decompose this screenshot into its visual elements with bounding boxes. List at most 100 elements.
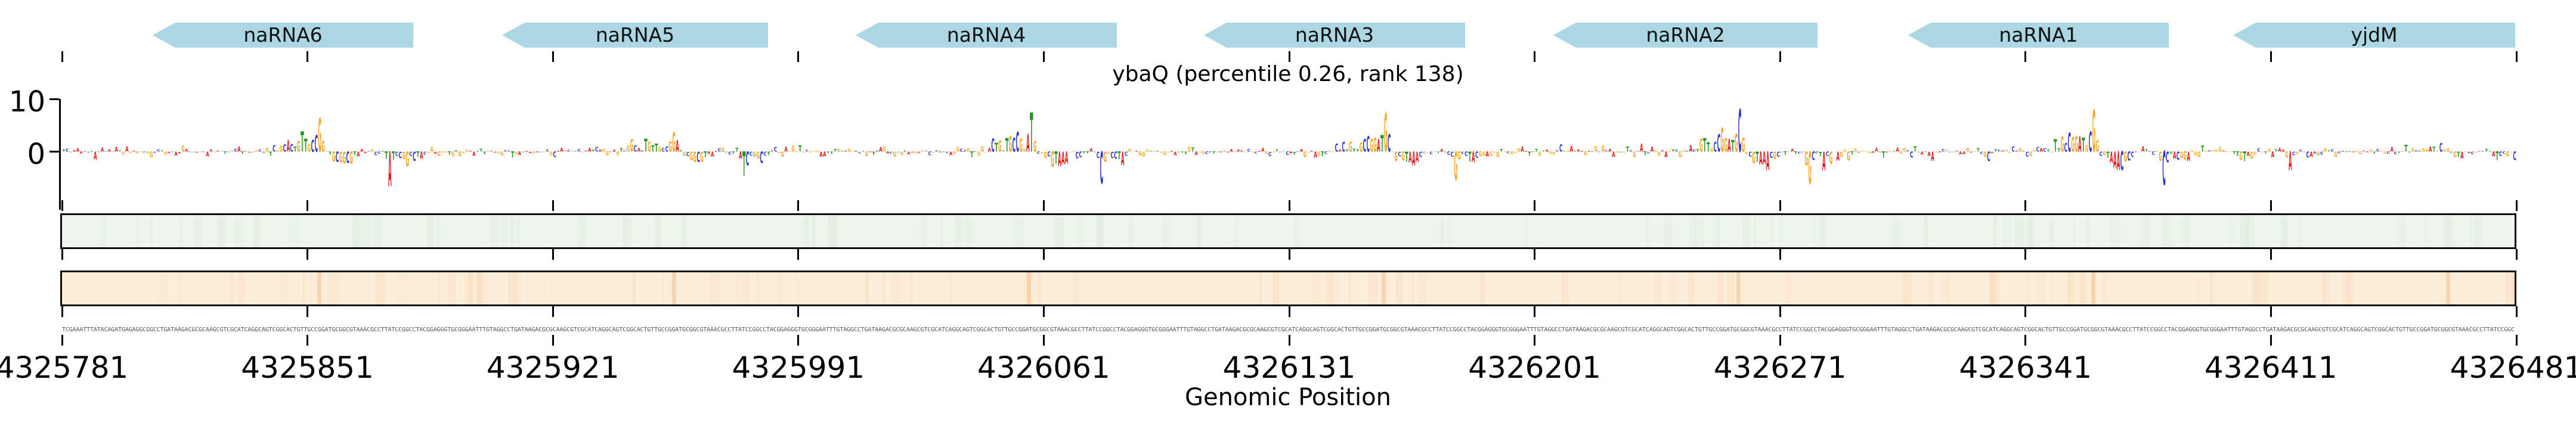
- logo-letter: A: [493, 152, 497, 153]
- track-stripe: [2161, 215, 2171, 247]
- logo-letter: T: [2432, 147, 2436, 154]
- logo-letter: G: [616, 151, 619, 156]
- logo-letter: C: [1826, 150, 1829, 158]
- logo-letter: T: [293, 146, 297, 154]
- logo-letter: A: [1472, 148, 1475, 166]
- logo-letter: A: [1938, 151, 1942, 153]
- logo-letter: A: [132, 151, 138, 153]
- logo-letter: C: [1987, 150, 1990, 165]
- logo-letter: T: [1885, 151, 1890, 154]
- logo-letter: G: [893, 150, 896, 158]
- logo-letter: C: [2043, 148, 2046, 153]
- logo-letter: G: [402, 150, 405, 162]
- x-tick-label: 4326131: [1222, 350, 1356, 385]
- logo-letter: T: [1707, 141, 1710, 156]
- logo-letter: A: [1612, 150, 1615, 159]
- logo-letter: C: [854, 150, 858, 153]
- logo-letter: G: [146, 151, 150, 155]
- logo-letter: A: [2001, 151, 2005, 153]
- logo-letter: T: [2404, 143, 2408, 154]
- track-stripe: [1072, 272, 1080, 304]
- logo-letter: C: [1047, 151, 1050, 158]
- axis-tick: [1534, 200, 1536, 211]
- logo-letter: C: [1310, 151, 1314, 153]
- track-stripe: [1940, 272, 1951, 304]
- logo-letter: T: [171, 152, 177, 153]
- track-stripe: [1712, 215, 1720, 247]
- logo-letter: A: [1990, 151, 1995, 154]
- axis-tick: [1779, 335, 1781, 346]
- logo-letter: C: [2064, 141, 2067, 155]
- track-stripe: [2299, 215, 2302, 247]
- logo-letter: G: [1457, 150, 1460, 163]
- logo-letter: A: [388, 142, 391, 197]
- logo-letter: T: [1531, 152, 1538, 153]
- logo-letter: G: [953, 152, 956, 156]
- track-stripe: [310, 272, 313, 304]
- logo-letter: G: [1496, 150, 1499, 158]
- logo-letter: C: [918, 151, 922, 154]
- logo-letter: G: [2303, 152, 2308, 153]
- track-stripe: [914, 215, 915, 247]
- track-stripe: [2512, 272, 2514, 304]
- logo-letter: G: [1510, 152, 1514, 156]
- logo-letter: T: [1222, 151, 1227, 153]
- logo-letter: T: [1994, 150, 1998, 153]
- logo-letter: T: [841, 151, 847, 153]
- logo-letter: C: [984, 151, 988, 153]
- track-stripe: [811, 215, 816, 247]
- logo-letter: C: [1955, 150, 1959, 153]
- logo-letter: G: [1304, 151, 1306, 160]
- logo-letter: C: [2120, 147, 2123, 177]
- logo-letter: T: [620, 148, 623, 153]
- track-stripe: [882, 272, 886, 304]
- logo-letter: T: [2236, 151, 2240, 158]
- logo-letter: G: [497, 151, 500, 154]
- logo-letter: A: [1931, 150, 1934, 164]
- logo-letter: A: [886, 151, 890, 155]
- logo-letter: C: [216, 151, 220, 153]
- track-stripe: [1447, 215, 1452, 247]
- track-stripe: [426, 215, 434, 247]
- logo-letter: C: [1426, 151, 1430, 153]
- track-stripe: [435, 215, 441, 247]
- logo-letter: A: [360, 149, 364, 153]
- logo-letter: G: [581, 152, 586, 153]
- logo-letter: A: [80, 151, 84, 154]
- track-stripe: [2253, 272, 2261, 304]
- logo-letter: C: [374, 151, 377, 157]
- logo-letter: C: [634, 144, 637, 154]
- gene-label: naRNA4: [946, 23, 1026, 46]
- axis-tick: [2024, 51, 2027, 62]
- logo-letter: G: [1493, 151, 1496, 153]
- logo-letter: G: [2205, 151, 2209, 153]
- track-stripe: [1689, 215, 1698, 247]
- logo-letter: C: [104, 151, 107, 153]
- logo-letter: G: [606, 151, 609, 157]
- track-stripe: [1562, 272, 1569, 304]
- track-stripe: [1990, 272, 1997, 304]
- logo-letter: A: [1836, 149, 1839, 163]
- logo-letter: T: [521, 152, 527, 153]
- logo-letter: C: [595, 147, 599, 154]
- logo-letter: G: [308, 143, 311, 155]
- axis-tick: [552, 306, 554, 317]
- axis-tick: [1288, 249, 1290, 260]
- logo-letter: G: [1072, 151, 1078, 153]
- logo-letter: G: [2156, 151, 2159, 153]
- track-stripe: [1688, 272, 1695, 304]
- logo-letter: G: [1009, 133, 1012, 157]
- logo-letter: C: [399, 150, 402, 160]
- logo-letter: C: [2348, 151, 2351, 153]
- logo-letter: T: [1850, 151, 1854, 156]
- axis-tick: [306, 51, 309, 62]
- track-stripe: [1664, 215, 1673, 247]
- track-stripe: [2321, 272, 2327, 304]
- logo-letter: C: [1686, 151, 1689, 153]
- track-stripe: [2110, 215, 2114, 247]
- logo-letter: C: [1812, 149, 1815, 163]
- logo-letter: T: [1005, 135, 1009, 157]
- track-stripe: [1332, 272, 1339, 304]
- logo-letter: C: [2471, 151, 2475, 156]
- logo-letter: T: [2138, 151, 2142, 153]
